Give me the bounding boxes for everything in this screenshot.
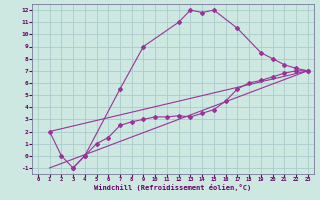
X-axis label: Windchill (Refroidissement éolien,°C): Windchill (Refroidissement éolien,°C): [94, 184, 252, 191]
